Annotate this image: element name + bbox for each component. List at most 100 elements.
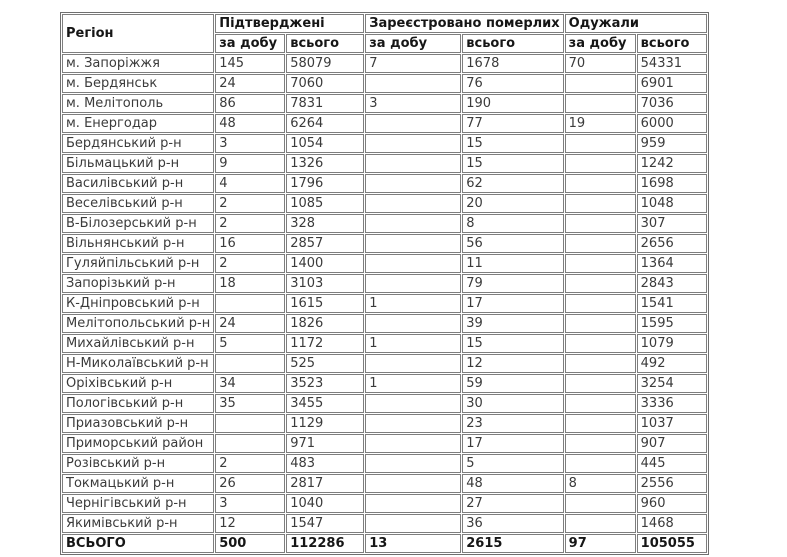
table-row: Василівський р-н 4 1796 62 1698 [62,174,707,193]
region-cell: Мелітопольський р-н [62,314,215,333]
value-cell: 1678 [462,54,564,73]
value-cell: 48 [462,474,564,493]
value-cell: 1615 [286,294,365,313]
total-value-cell: 105055 [636,534,707,553]
table-row: Якимівський р-н 12 1547 36 1468 [62,514,707,533]
value-cell [365,354,462,373]
value-cell [564,74,636,93]
value-cell [365,494,462,513]
value-cell [564,314,636,333]
value-cell: 4 [215,174,286,193]
value-cell: 79 [462,274,564,293]
value-cell [564,494,636,513]
value-cell [365,254,462,273]
value-cell: 1054 [286,134,365,153]
value-cell: 445 [636,454,707,473]
region-cell: Гуляйпільський р-н [62,254,215,273]
value-cell: 23 [462,414,564,433]
value-cell: 3254 [636,374,707,393]
value-cell: 24 [215,74,286,93]
value-cell [365,154,462,173]
region-cell: Приазовський р-н [62,414,215,433]
value-cell: 3103 [286,274,365,293]
table-row: Токмацький р-н 26 2817 48 8 2556 [62,474,707,493]
region-cell: Бердянський р-н [62,134,215,153]
value-cell [564,234,636,253]
region-cell: Запорізький р-н [62,274,215,293]
value-cell: 1541 [636,294,707,313]
value-cell: 959 [636,134,707,153]
column-header-recovered-daily: за добу [564,34,636,53]
value-cell: 34 [215,374,286,393]
table-row: м. Енергодар 48 6264 77 19 6000 [62,114,707,133]
region-cell: Пологівський р-н [62,394,215,413]
value-cell: 1040 [286,494,365,513]
total-row: ВСЬОГО 500 112286 13 2615 97 105055 [62,534,707,553]
value-cell [215,434,286,453]
value-cell [564,374,636,393]
region-cell: м. Мелітополь [62,94,215,113]
table-row: Запорізький р-н 18 3103 79 2843 [62,274,707,293]
table-row: м. Бердянськ 24 7060 76 6901 [62,74,707,93]
value-cell [365,414,462,433]
value-cell [564,254,636,273]
value-cell: 12 [215,514,286,533]
value-cell: 1326 [286,154,365,173]
value-cell: 307 [636,214,707,233]
table-row: Веселівський р-н 2 1085 20 1048 [62,194,707,213]
value-cell: 24 [215,314,286,333]
value-cell: 58079 [286,54,365,73]
value-cell: 1048 [636,194,707,213]
value-cell [564,434,636,453]
value-cell [564,514,636,533]
value-cell: 59 [462,374,564,393]
table-row: Пологівський р-н 35 3455 30 3336 [62,394,707,413]
table-row: Гуляйпільський р-н 2 1400 11 1364 [62,254,707,273]
value-cell: 1 [365,374,462,393]
value-cell [365,194,462,213]
value-cell [365,234,462,253]
value-cell: 2817 [286,474,365,493]
value-cell: 2 [215,454,286,473]
value-cell: 907 [636,434,707,453]
region-cell: Василівський р-н [62,174,215,193]
region-cell: Приморський район [62,434,215,453]
region-cell: Більмацький р-н [62,154,215,173]
value-cell [564,454,636,473]
value-cell: 1037 [636,414,707,433]
value-cell [564,294,636,313]
table-row: Більмацький р-н 9 1326 15 1242 [62,154,707,173]
value-cell: 483 [286,454,365,473]
region-cell: Веселівський р-н [62,194,215,213]
value-cell [564,274,636,293]
table-row: Розівський р-н 2 483 5 445 [62,454,707,473]
value-cell [564,334,636,353]
value-cell: 3 [365,94,462,113]
value-cell: 86 [215,94,286,113]
value-cell: 1468 [636,514,707,533]
table-row: м. Запоріжжя 145 58079 7 1678 70 54331 [62,54,707,73]
value-cell [365,454,462,473]
value-cell: 960 [636,494,707,513]
value-cell [365,174,462,193]
total-value-cell: 112286 [286,534,365,553]
value-cell: 1796 [286,174,365,193]
column-header-deaths-daily: за добу [365,34,462,53]
value-cell: 11 [462,254,564,273]
value-cell [365,114,462,133]
region-cell: Вільнянський р-н [62,234,215,253]
value-cell: 48 [215,114,286,133]
region-cell: В-Білозерський р-н [62,214,215,233]
table-row: Чернігівський р-н 3 1040 27 960 [62,494,707,513]
value-cell: 1 [365,334,462,353]
value-cell: 1079 [636,334,707,353]
total-value-cell: 2615 [462,534,564,553]
total-label-cell: ВСЬОГО [62,534,215,553]
value-cell: 18 [215,274,286,293]
value-cell [215,294,286,313]
header-row-groups: Регіон Підтверджені Зареєстровано померл… [62,14,707,53]
table-row: Мелітопольський р-н 24 1826 39 1595 [62,314,707,333]
total-value-cell: 500 [215,534,286,553]
value-cell [365,314,462,333]
